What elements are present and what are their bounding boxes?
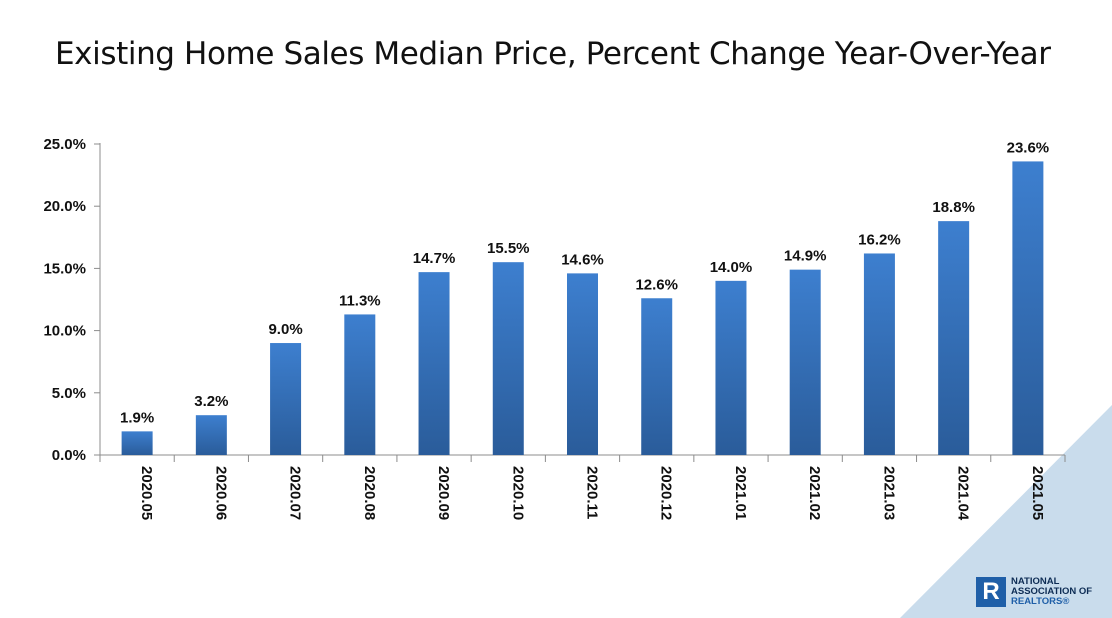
bar [567,273,598,455]
bars [121,161,1044,455]
data-label: 14.6% [561,251,604,268]
x-tick-label: 2021.01 [732,466,749,520]
bar [789,269,821,455]
nar-logo: R NATIONAL ASSOCIATION OF REALTORS® [976,574,1108,610]
chart-title: Existing Home Sales Median Price, Percen… [55,36,1051,72]
bar [418,272,450,455]
y-tick-label: 10.0% [43,323,86,340]
y-tick-label: 15.0% [43,260,86,277]
bar [121,431,153,455]
realtor-r-icon: R [976,577,1006,607]
y-tick-label: 25.0% [43,136,86,153]
data-labels: 1.9% 3.2% 9.0% 11.3% 14.7% 15.5% 14.6% 12.6% 14.… [120,139,1049,426]
bar [270,343,302,455]
nar-logo-text: NATIONAL ASSOCIATION OF REALTORS® [1011,577,1092,607]
x-tick-label: 2021.05 [1029,466,1046,520]
y-tick-label: 5.0% [52,385,86,402]
nar-logo-line1: NATIONAL [1011,576,1060,587]
bar [641,298,673,455]
data-label: 12.6% [635,276,678,293]
x-tick-label: 2020.11 [584,466,601,519]
x-tick-label: 2021.03 [880,466,897,520]
bar [492,262,524,455]
x-tick-label: 2020.12 [658,466,675,520]
data-label: 14.9% [784,248,827,265]
data-label: 14.0% [710,259,753,276]
y-tick-label: 20.0% [43,198,86,215]
x-tick-label: 2021.02 [806,466,823,520]
bar [715,280,747,455]
y-tick-label: 0.0% [52,447,86,464]
data-label: 23.6% [1007,139,1050,156]
bar [938,221,970,455]
x-tick-label: 2020.06 [212,466,229,520]
data-label: 3.2% [194,393,228,410]
data-label: 18.8% [932,199,975,216]
x-tick-label: 2021.04 [955,466,972,521]
x-tick-label: 2020.10 [509,466,526,520]
bar [344,314,376,455]
bar [1012,161,1044,455]
y-axis: 0.0% 5.0% 10.0% 15.0% 20.0% 25.0% [43,136,101,464]
nar-logo-line2: ASSOCIATION OF [1011,586,1093,597]
nar-logo-line3: REALTORS® [1011,596,1070,607]
x-tick-label: 2020.05 [138,466,155,520]
bar [863,253,895,455]
x-tick-label: 2020.09 [435,466,452,520]
x-tick-label: 2020.08 [361,466,378,520]
category-labels: 2020.05 2020.06 2020.07 2020.08 2020.09 2020.… [138,466,1046,521]
data-label: 9.0% [268,321,302,338]
x-tick-label: 2020.07 [287,466,304,520]
x-axis [99,454,1066,462]
bar [195,415,227,455]
data-label: 16.2% [858,231,901,248]
data-label: 14.7% [413,250,456,267]
data-label: 11.3% [339,292,381,309]
data-label: 1.9% [120,409,154,426]
data-label: 15.5% [487,240,530,257]
